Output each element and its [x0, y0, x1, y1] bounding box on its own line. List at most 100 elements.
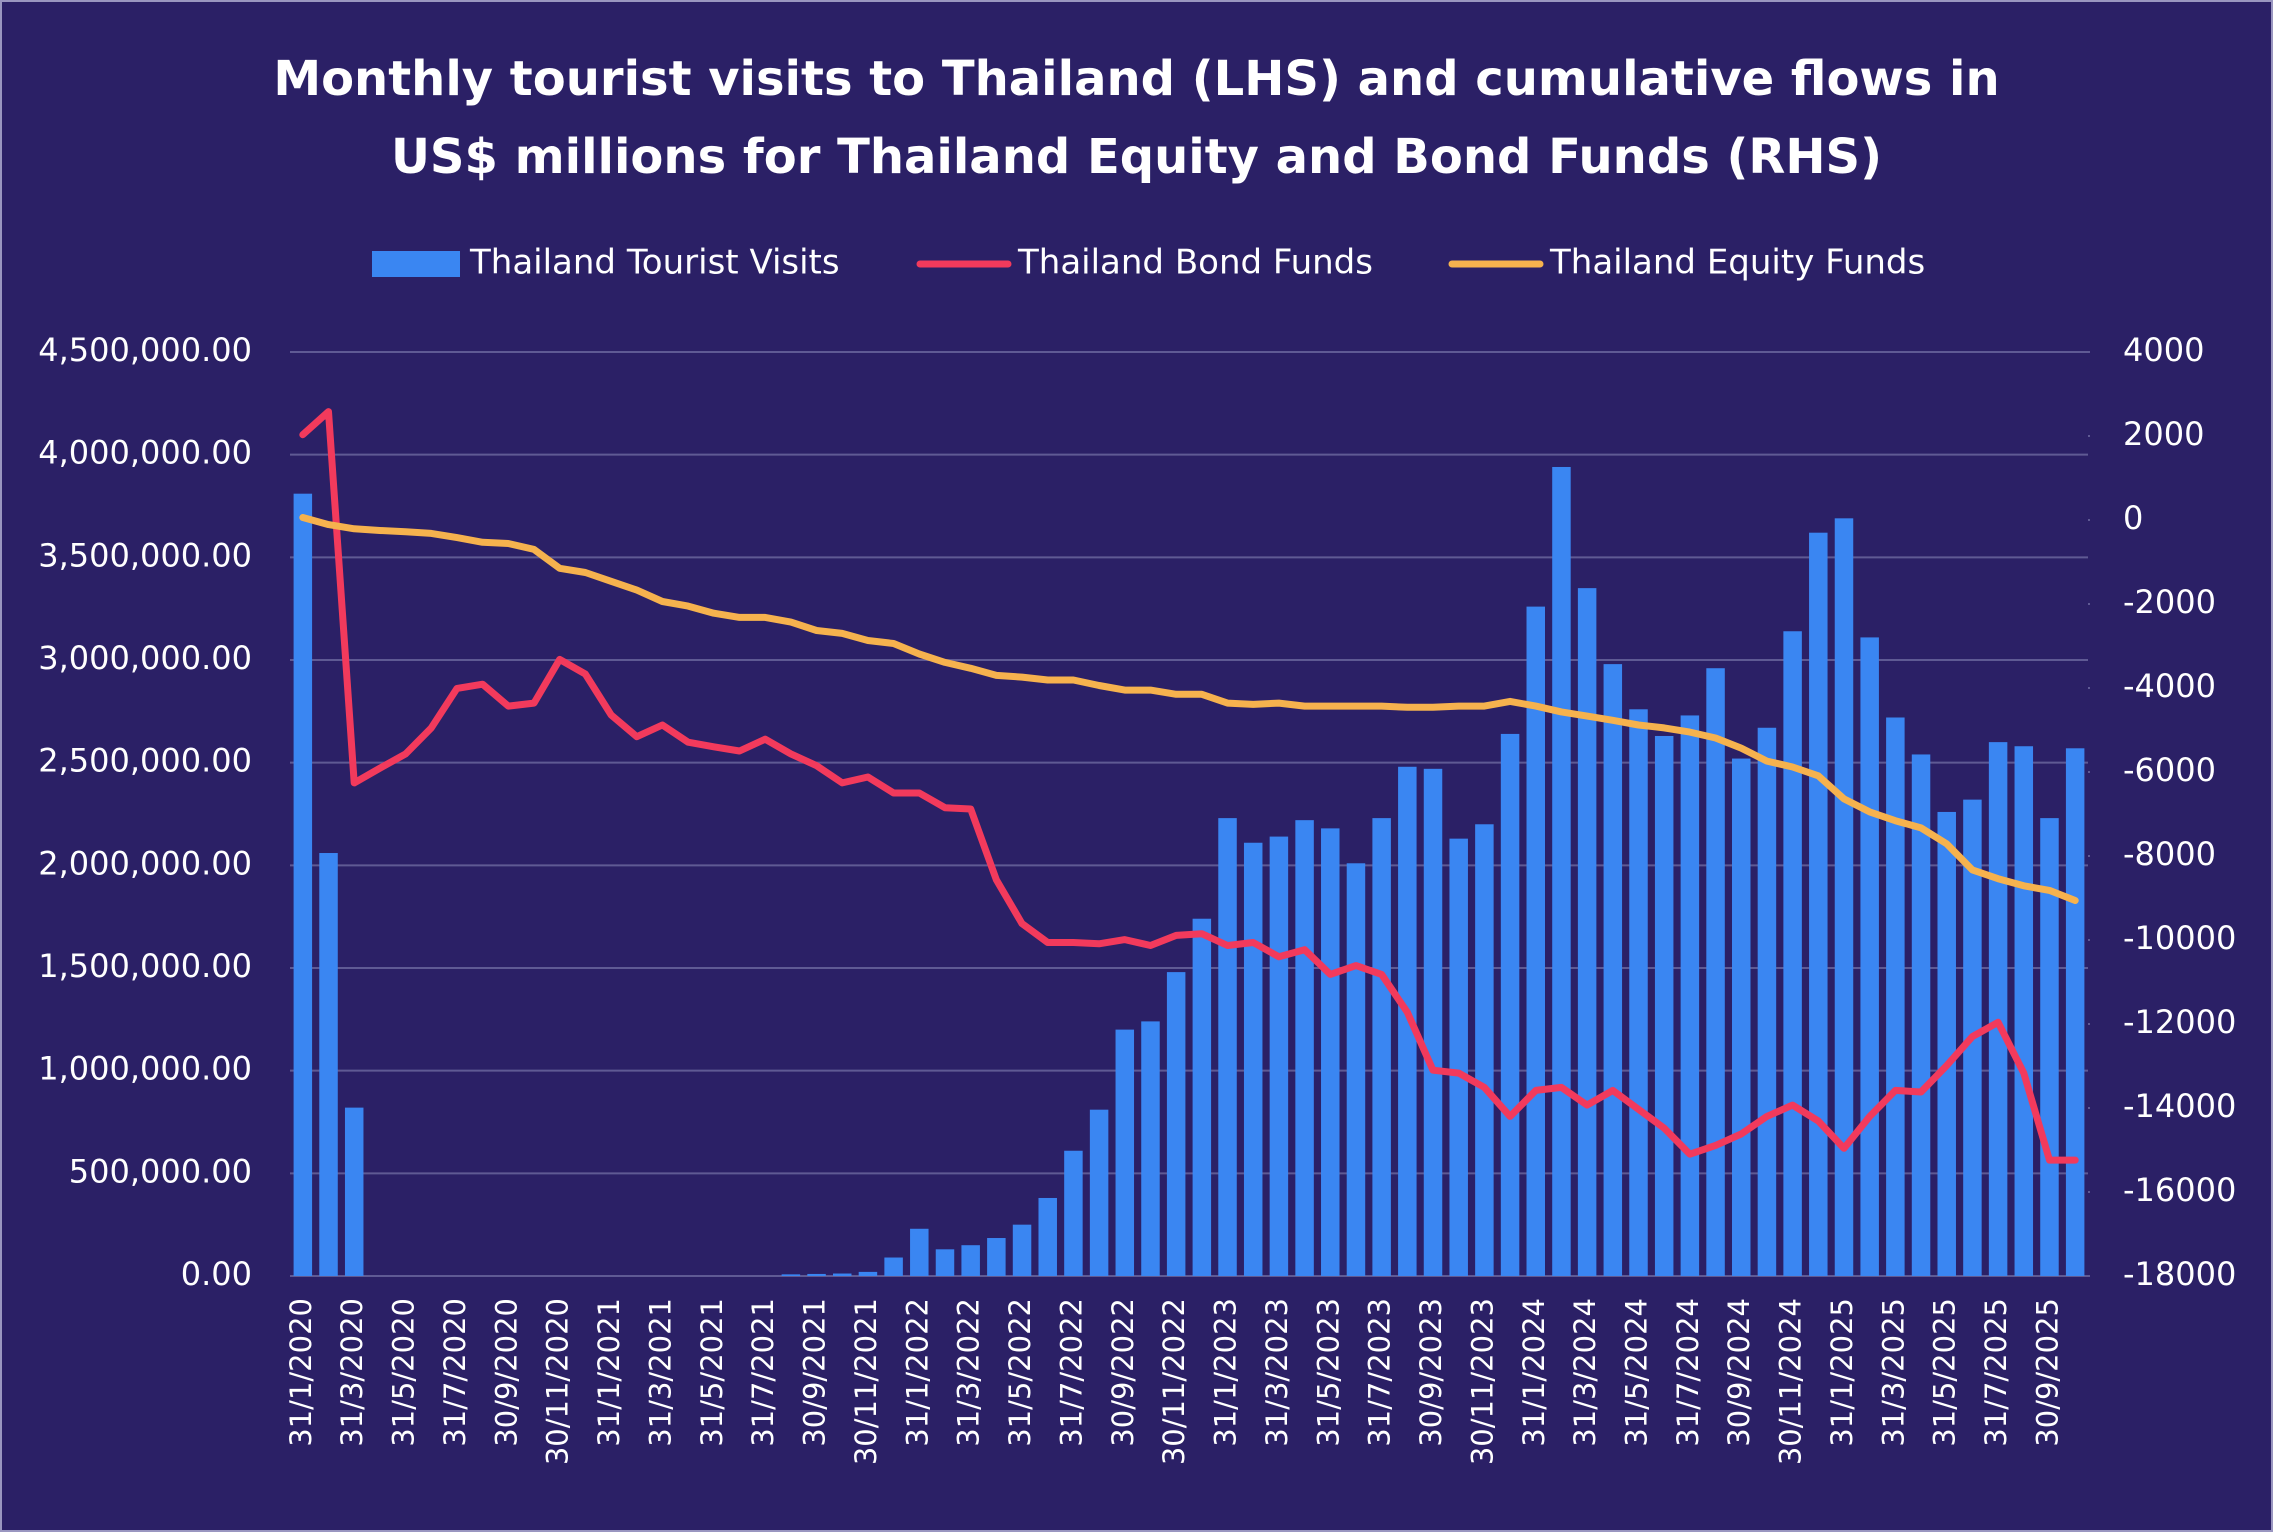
- bar: [1192, 918, 1212, 1276]
- bar: [884, 1257, 903, 1276]
- bar: [2065, 748, 2085, 1276]
- x-tick-label: 31/3/2022: [952, 1298, 986, 1447]
- bar: [1089, 1109, 1109, 1276]
- x-tick-label: 31/1/2025: [1825, 1298, 1859, 1447]
- y2-tick-label: -16000: [2123, 1171, 2236, 1209]
- bar: [1346, 863, 1366, 1276]
- bar: [807, 1273, 826, 1276]
- bar: [1243, 842, 1263, 1276]
- bar: [832, 1273, 852, 1276]
- bar: [1166, 972, 1186, 1276]
- x-tick-label: 31/3/2025: [1876, 1298, 1910, 1447]
- bar: [1398, 766, 1417, 1276]
- x-tick-label: 30/11/2020: [541, 1298, 575, 1465]
- bar: [1475, 824, 1494, 1276]
- bar: [858, 1271, 878, 1276]
- x-tick-label: 31/3/2024: [1568, 1298, 1602, 1447]
- x-tick-label: 31/1/2022: [900, 1298, 934, 1447]
- x-tick-label: 31/5/2025: [1928, 1298, 1962, 1447]
- bar: [319, 853, 338, 1276]
- bar: [1886, 717, 1905, 1276]
- x-tick-label: 31/1/2021: [592, 1298, 626, 1447]
- legend-label: Thailand Bond Funds: [1017, 243, 1373, 283]
- y-tick-label: 1,000,000.00: [38, 1050, 252, 1088]
- bar: [961, 1245, 980, 1276]
- x-tick-label: 31/7/2024: [1671, 1298, 1705, 1447]
- bar: [1834, 518, 1854, 1276]
- x-tick-label: 31/3/2020: [335, 1298, 369, 1447]
- x-tick-label: 31/7/2020: [438, 1298, 472, 1447]
- bar: [987, 1238, 1006, 1276]
- x-tick-label: 31/7/2023: [1363, 1298, 1397, 1447]
- x-tick-label: 30/9/2025: [2030, 1298, 2064, 1447]
- x-tick-label: 31/7/2022: [1054, 1298, 1088, 1447]
- x-tick-label: 30/9/2021: [798, 1298, 832, 1447]
- legend-label: Thailand Tourist Visits: [469, 243, 840, 283]
- y2-tick-label: -2000: [2123, 583, 2216, 621]
- y-tick-label: 3,000,000.00: [38, 639, 252, 677]
- bar: [1038, 1197, 1057, 1276]
- bar: [1860, 637, 1879, 1276]
- y2-tick-label: 2000: [2123, 415, 2204, 453]
- bar: [1218, 818, 1237, 1276]
- x-tick-label: 30/9/2020: [489, 1298, 523, 1447]
- y2-tick-label: -4000: [2123, 667, 2216, 705]
- x-tick-label: 31/5/2023: [1311, 1298, 1345, 1447]
- bar: [1295, 820, 1314, 1276]
- bar: [1603, 664, 1623, 1276]
- x-tick-label: 31/5/2022: [1003, 1298, 1037, 1447]
- y-tick-label: 500,000.00: [69, 1152, 252, 1190]
- x-tick-label: 30/9/2023: [1414, 1298, 1448, 1447]
- x-tick-label: 30/9/2024: [1722, 1298, 1756, 1447]
- bar: [1552, 466, 1571, 1276]
- bar: [1269, 836, 1289, 1276]
- y-tick-label: 2,500,000.00: [38, 742, 252, 780]
- legend-swatch: [372, 251, 460, 277]
- bar: [1706, 668, 1725, 1276]
- bar: [1423, 768, 1443, 1276]
- bar: [1500, 733, 1520, 1276]
- x-tick-label: 31/5/2021: [695, 1298, 729, 1447]
- bar: [1757, 727, 1777, 1276]
- x-tick-label: 31/3/2023: [1260, 1298, 1294, 1447]
- bar: [1577, 588, 1597, 1276]
- bar: [2014, 746, 2034, 1276]
- bar: [1809, 532, 1828, 1276]
- bar: [1937, 811, 1956, 1276]
- bar: [1654, 735, 1674, 1276]
- y2-tick-label: -18000: [2123, 1255, 2236, 1293]
- bar: [781, 1274, 801, 1276]
- y-tick-label: 4,500,000.00: [38, 331, 252, 369]
- x-tick-label: 30/9/2022: [1106, 1298, 1140, 1447]
- bar: [910, 1228, 929, 1276]
- bar: [344, 1107, 364, 1276]
- bar: [1526, 606, 1546, 1276]
- bar: [1012, 1224, 1032, 1276]
- x-tick-label: 31/1/2024: [1517, 1298, 1551, 1447]
- x-tick-label: 31/7/2021: [746, 1298, 780, 1447]
- y2-tick-label: 4000: [2123, 331, 2204, 369]
- x-tick-label: 30/11/2023: [1465, 1298, 1499, 1465]
- y-tick-label: 0.00: [181, 1255, 252, 1293]
- bar: [1449, 838, 1468, 1276]
- bar: [293, 493, 313, 1276]
- x-tick-label: 31/1/2023: [1209, 1298, 1243, 1447]
- bar: [1372, 818, 1391, 1276]
- bar: [1680, 715, 1700, 1276]
- line: [299, 514, 2079, 904]
- y-tick-label: 4,000,000.00: [38, 434, 252, 472]
- chart-title: Monthly tourist visits to Thailand (LHS)…: [273, 51, 2000, 185]
- y2-tick-label: 0: [2123, 499, 2143, 537]
- bar: [1988, 742, 2008, 1276]
- x-tick-label: 31/7/2025: [1979, 1298, 2013, 1447]
- y2-tick-label: -8000: [2123, 835, 2216, 873]
- y2-tick-label: -12000: [2123, 1003, 2236, 1041]
- bar: [1321, 828, 1340, 1276]
- x-tick-label: 31/5/2024: [1620, 1298, 1654, 1447]
- bar: [1141, 1021, 1160, 1276]
- bar: [1064, 1150, 1083, 1276]
- y2-tick-label: -14000: [2123, 1087, 2236, 1125]
- x-tick-label: 30/11/2021: [849, 1298, 883, 1465]
- x-tick-label: 31/1/2020: [284, 1298, 318, 1447]
